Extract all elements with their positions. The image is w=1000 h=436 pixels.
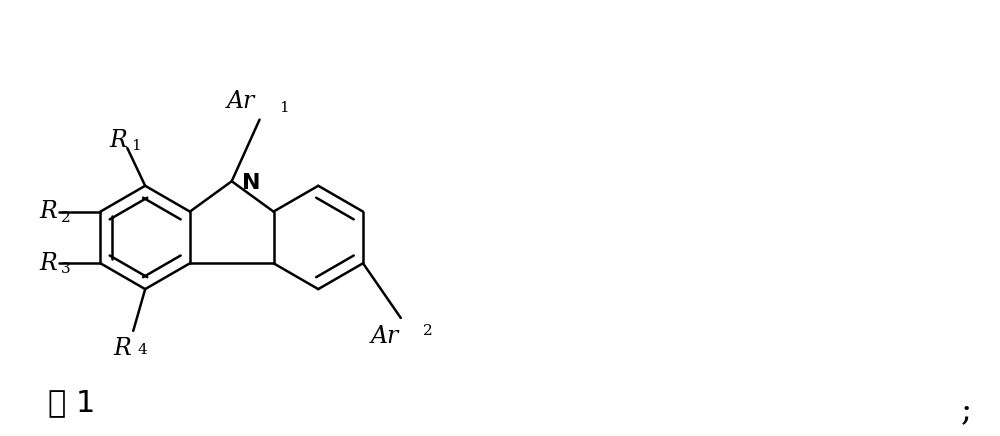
Text: 式 1: 式 1 bbox=[48, 388, 95, 417]
Text: R: R bbox=[110, 129, 127, 152]
Text: R: R bbox=[39, 200, 57, 223]
Text: Ar: Ar bbox=[226, 90, 255, 112]
Text: Ar: Ar bbox=[371, 325, 399, 348]
Text: R: R bbox=[39, 252, 57, 275]
Text: 2: 2 bbox=[61, 211, 70, 225]
Text: 1: 1 bbox=[131, 139, 141, 153]
Text: R: R bbox=[114, 337, 131, 360]
Text: N: N bbox=[242, 173, 260, 193]
Text: 3: 3 bbox=[61, 262, 70, 276]
Text: 4: 4 bbox=[137, 343, 147, 357]
Text: 2: 2 bbox=[423, 324, 432, 338]
Text: 1: 1 bbox=[279, 101, 289, 115]
Text: ;: ; bbox=[961, 394, 972, 426]
